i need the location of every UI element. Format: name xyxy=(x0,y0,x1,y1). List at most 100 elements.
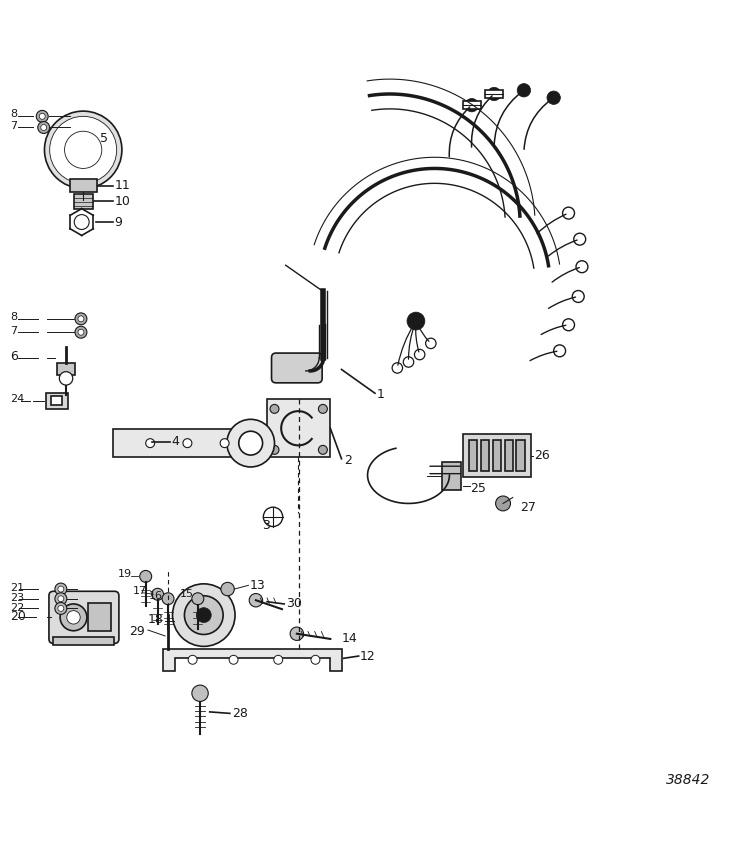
Circle shape xyxy=(319,445,327,455)
Bar xyxy=(463,101,481,109)
Circle shape xyxy=(58,586,64,592)
Circle shape xyxy=(562,207,574,219)
Text: 3: 3 xyxy=(262,519,270,532)
Text: 26: 26 xyxy=(534,450,550,462)
Text: 27: 27 xyxy=(520,501,536,514)
Bar xyxy=(517,440,525,471)
Bar xyxy=(481,440,489,471)
Bar xyxy=(74,194,93,208)
Circle shape xyxy=(58,595,64,601)
Circle shape xyxy=(55,593,67,605)
Text: 15: 15 xyxy=(180,589,194,599)
Text: 30: 30 xyxy=(286,597,302,610)
Text: 10: 10 xyxy=(115,195,130,208)
Circle shape xyxy=(425,338,436,348)
Circle shape xyxy=(270,445,279,455)
Text: 29: 29 xyxy=(129,625,145,638)
Circle shape xyxy=(192,685,208,702)
Circle shape xyxy=(78,316,84,322)
Circle shape xyxy=(220,438,229,448)
Text: 4: 4 xyxy=(172,435,180,448)
Text: 20: 20 xyxy=(10,610,26,623)
Circle shape xyxy=(78,329,84,335)
Text: 25: 25 xyxy=(470,482,486,495)
Text: 11: 11 xyxy=(115,179,130,192)
Bar xyxy=(51,396,62,405)
Text: 13: 13 xyxy=(250,579,266,592)
Bar xyxy=(469,440,477,471)
Circle shape xyxy=(55,602,67,614)
Circle shape xyxy=(547,91,560,105)
Circle shape xyxy=(44,112,122,189)
Circle shape xyxy=(270,404,279,414)
Bar xyxy=(493,440,501,471)
Text: 8: 8 xyxy=(10,312,17,323)
Text: 9: 9 xyxy=(115,215,122,228)
Circle shape xyxy=(263,507,283,527)
Text: 16: 16 xyxy=(148,591,163,601)
Circle shape xyxy=(407,312,425,330)
Bar xyxy=(113,429,251,457)
Bar xyxy=(463,434,531,477)
Text: 8: 8 xyxy=(10,109,17,119)
Text: 18: 18 xyxy=(148,613,164,626)
Circle shape xyxy=(38,122,50,134)
Bar xyxy=(505,440,513,471)
Text: 28: 28 xyxy=(232,707,248,720)
Circle shape xyxy=(40,124,46,130)
Circle shape xyxy=(152,589,164,601)
Circle shape xyxy=(392,363,403,373)
Circle shape xyxy=(319,404,327,414)
Circle shape xyxy=(73,139,94,160)
Circle shape xyxy=(311,656,320,664)
Circle shape xyxy=(50,117,117,184)
Text: 19: 19 xyxy=(118,569,132,579)
Text: 6: 6 xyxy=(10,350,18,363)
Circle shape xyxy=(221,583,234,595)
Text: 5: 5 xyxy=(100,132,107,145)
Circle shape xyxy=(140,571,152,583)
Circle shape xyxy=(562,319,574,330)
FancyBboxPatch shape xyxy=(272,353,322,383)
Text: 1: 1 xyxy=(376,389,384,402)
Bar xyxy=(88,603,111,631)
Polygon shape xyxy=(163,649,341,671)
Circle shape xyxy=(238,432,262,455)
Circle shape xyxy=(496,496,511,511)
Circle shape xyxy=(58,606,64,612)
FancyBboxPatch shape xyxy=(49,591,119,644)
Circle shape xyxy=(60,604,87,631)
Bar xyxy=(46,392,68,409)
Bar xyxy=(53,637,115,645)
Circle shape xyxy=(572,291,584,302)
Text: 38842: 38842 xyxy=(665,773,710,788)
Circle shape xyxy=(404,357,414,367)
Circle shape xyxy=(518,83,530,97)
Circle shape xyxy=(55,583,67,595)
Bar xyxy=(70,178,97,192)
Bar xyxy=(57,364,75,376)
Text: 21: 21 xyxy=(10,583,24,594)
Bar xyxy=(485,90,503,98)
Circle shape xyxy=(183,438,192,448)
Circle shape xyxy=(574,233,586,245)
Circle shape xyxy=(74,214,89,229)
Text: 23: 23 xyxy=(10,593,24,603)
Circle shape xyxy=(184,595,224,634)
Circle shape xyxy=(162,593,174,605)
Circle shape xyxy=(249,594,262,607)
Text: 2: 2 xyxy=(344,454,352,467)
Text: 17: 17 xyxy=(133,586,147,596)
Circle shape xyxy=(146,438,154,448)
Circle shape xyxy=(172,583,235,646)
Circle shape xyxy=(196,607,211,623)
Circle shape xyxy=(554,345,566,357)
Circle shape xyxy=(188,656,197,664)
Circle shape xyxy=(576,261,588,273)
Bar xyxy=(267,399,330,457)
Circle shape xyxy=(36,111,48,123)
Circle shape xyxy=(58,124,109,175)
Circle shape xyxy=(465,99,478,112)
Text: 7: 7 xyxy=(10,121,17,131)
Circle shape xyxy=(67,611,80,624)
